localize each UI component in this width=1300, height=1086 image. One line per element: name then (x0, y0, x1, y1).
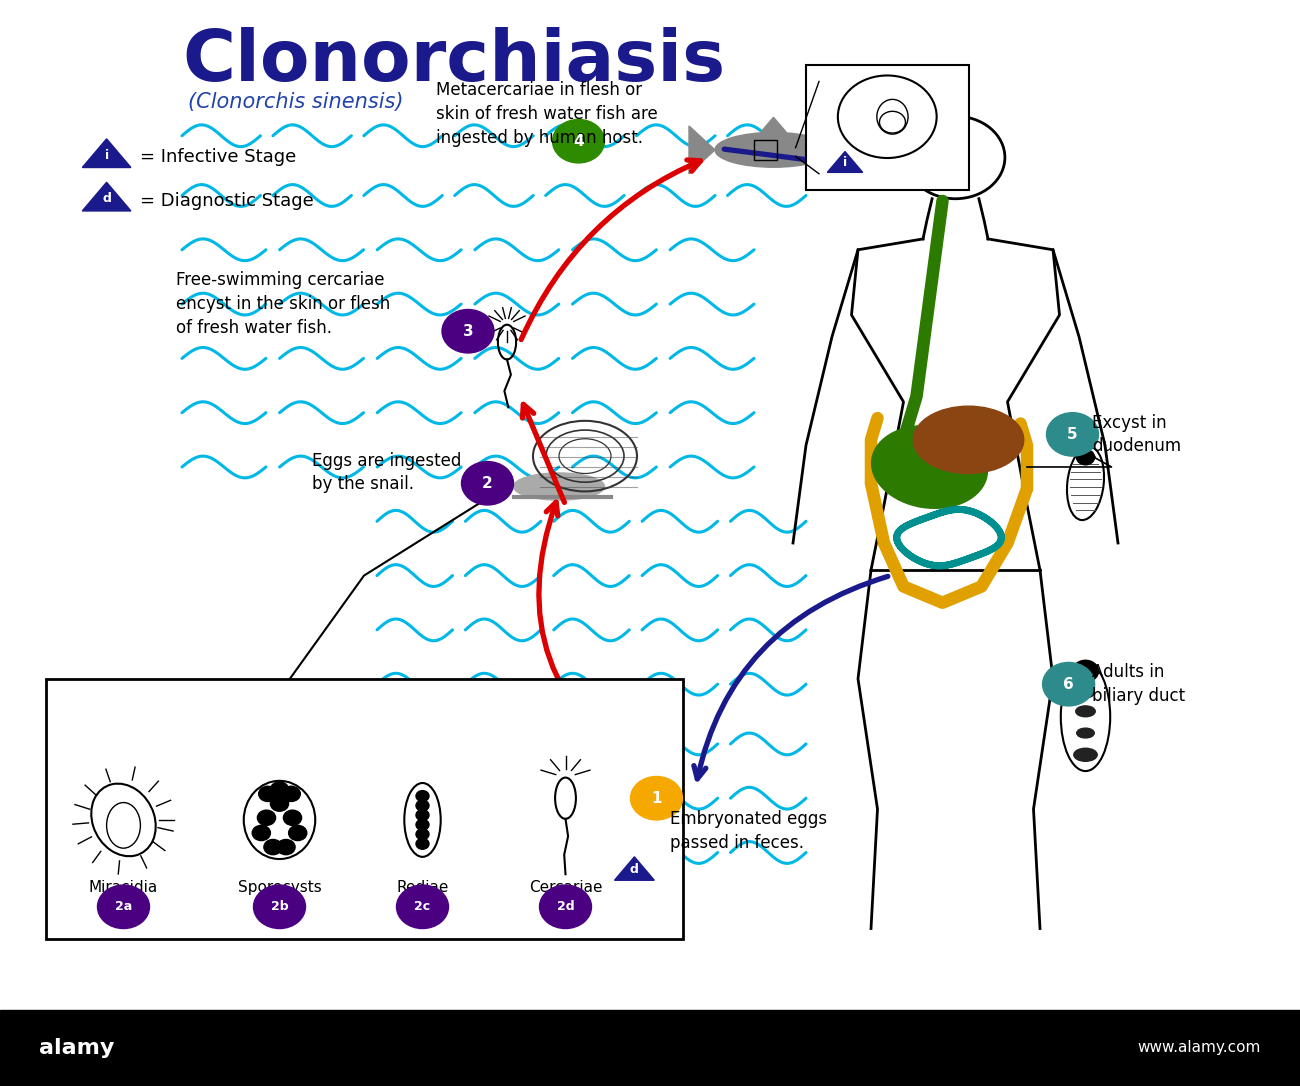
Circle shape (270, 796, 289, 811)
Text: Embryonated eggs
passed in feces.: Embryonated eggs passed in feces. (670, 810, 827, 851)
Text: 2d: 2d (556, 900, 575, 913)
Text: 2: 2 (482, 476, 493, 491)
Text: i: i (842, 156, 848, 169)
Text: 2c: 2c (415, 900, 430, 913)
Circle shape (1072, 660, 1098, 682)
Text: Adults in
biliary duct: Adults in biliary duct (1092, 664, 1186, 705)
Polygon shape (615, 857, 654, 881)
Circle shape (416, 791, 429, 801)
Text: Sporocysts: Sporocysts (238, 880, 321, 895)
Circle shape (264, 839, 282, 855)
Text: Metacercariae in flesh or
skin of fresh water fish are
ingested by human host.: Metacercariae in flesh or skin of fresh … (436, 81, 658, 147)
Circle shape (806, 140, 819, 151)
Text: Cercariae: Cercariae (529, 880, 602, 895)
Polygon shape (827, 152, 863, 173)
Circle shape (630, 776, 682, 820)
Text: d: d (103, 192, 111, 205)
Ellipse shape (871, 426, 988, 508)
Circle shape (416, 838, 429, 849)
Circle shape (416, 810, 429, 821)
Circle shape (259, 786, 277, 801)
Circle shape (462, 462, 514, 505)
Circle shape (252, 825, 270, 841)
Text: = Infective Stage: = Infective Stage (140, 149, 296, 166)
Text: 1: 1 (651, 791, 662, 806)
Ellipse shape (1074, 748, 1097, 761)
Polygon shape (760, 117, 786, 132)
Text: i: i (104, 149, 109, 162)
Text: = Diagnostic Stage: = Diagnostic Stage (140, 192, 315, 210)
Circle shape (442, 310, 494, 353)
FancyBboxPatch shape (806, 65, 968, 190)
Bar (754, 140, 777, 160)
Circle shape (277, 839, 295, 855)
Text: Eggs are ingested
by the snail.: Eggs are ingested by the snail. (312, 452, 462, 493)
Ellipse shape (1076, 728, 1095, 738)
Polygon shape (689, 126, 715, 174)
Text: Miracidia: Miracidia (88, 880, 159, 895)
Text: www.alamy.com: www.alamy.com (1138, 1040, 1261, 1056)
Circle shape (396, 885, 448, 929)
Circle shape (289, 825, 307, 841)
Ellipse shape (514, 473, 604, 500)
Circle shape (282, 786, 300, 801)
Text: 2a: 2a (114, 900, 133, 913)
Bar (0, 1010, 1300, 1086)
Circle shape (416, 829, 429, 839)
Circle shape (642, 822, 653, 831)
Circle shape (254, 885, 306, 929)
Text: Rediae: Rediae (396, 880, 448, 895)
Circle shape (1076, 450, 1095, 465)
Polygon shape (82, 139, 131, 167)
Circle shape (629, 822, 640, 831)
Ellipse shape (1078, 674, 1093, 683)
Text: alamy: alamy (39, 1038, 114, 1058)
Text: Clonorchiasis: Clonorchiasis (182, 27, 725, 97)
Circle shape (416, 819, 429, 830)
Text: 3: 3 (463, 324, 473, 339)
Polygon shape (82, 182, 131, 211)
Ellipse shape (715, 132, 832, 167)
Text: Free-swimming cercariae
encyst in the skin or flesh
of fresh water fish.: Free-swimming cercariae encyst in the sk… (176, 272, 390, 337)
Circle shape (1046, 413, 1098, 456)
Circle shape (98, 885, 150, 929)
FancyBboxPatch shape (46, 679, 682, 939)
Text: 4: 4 (573, 134, 584, 149)
Text: d: d (630, 863, 638, 876)
Text: (Clonorchis sinensis): (Clonorchis sinensis) (188, 92, 404, 112)
Text: 2b: 2b (270, 900, 289, 913)
Circle shape (283, 810, 302, 825)
Circle shape (270, 782, 289, 797)
Text: Excyst in
duodenum: Excyst in duodenum (1092, 414, 1182, 455)
Circle shape (636, 809, 646, 818)
Text: 5: 5 (1067, 427, 1078, 442)
Circle shape (1043, 662, 1095, 706)
Ellipse shape (1076, 706, 1095, 717)
Circle shape (416, 800, 429, 811)
Text: 6: 6 (1063, 677, 1074, 692)
Ellipse shape (913, 406, 1024, 473)
Circle shape (540, 885, 592, 929)
Ellipse shape (1076, 689, 1095, 697)
Circle shape (257, 810, 276, 825)
Circle shape (552, 119, 604, 163)
Circle shape (636, 832, 646, 841)
